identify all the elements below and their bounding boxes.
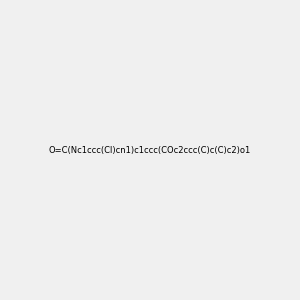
Text: O=C(Nc1ccc(Cl)cn1)c1ccc(COc2ccc(C)c(C)c2)o1: O=C(Nc1ccc(Cl)cn1)c1ccc(COc2ccc(C)c(C)c2…: [49, 146, 251, 154]
